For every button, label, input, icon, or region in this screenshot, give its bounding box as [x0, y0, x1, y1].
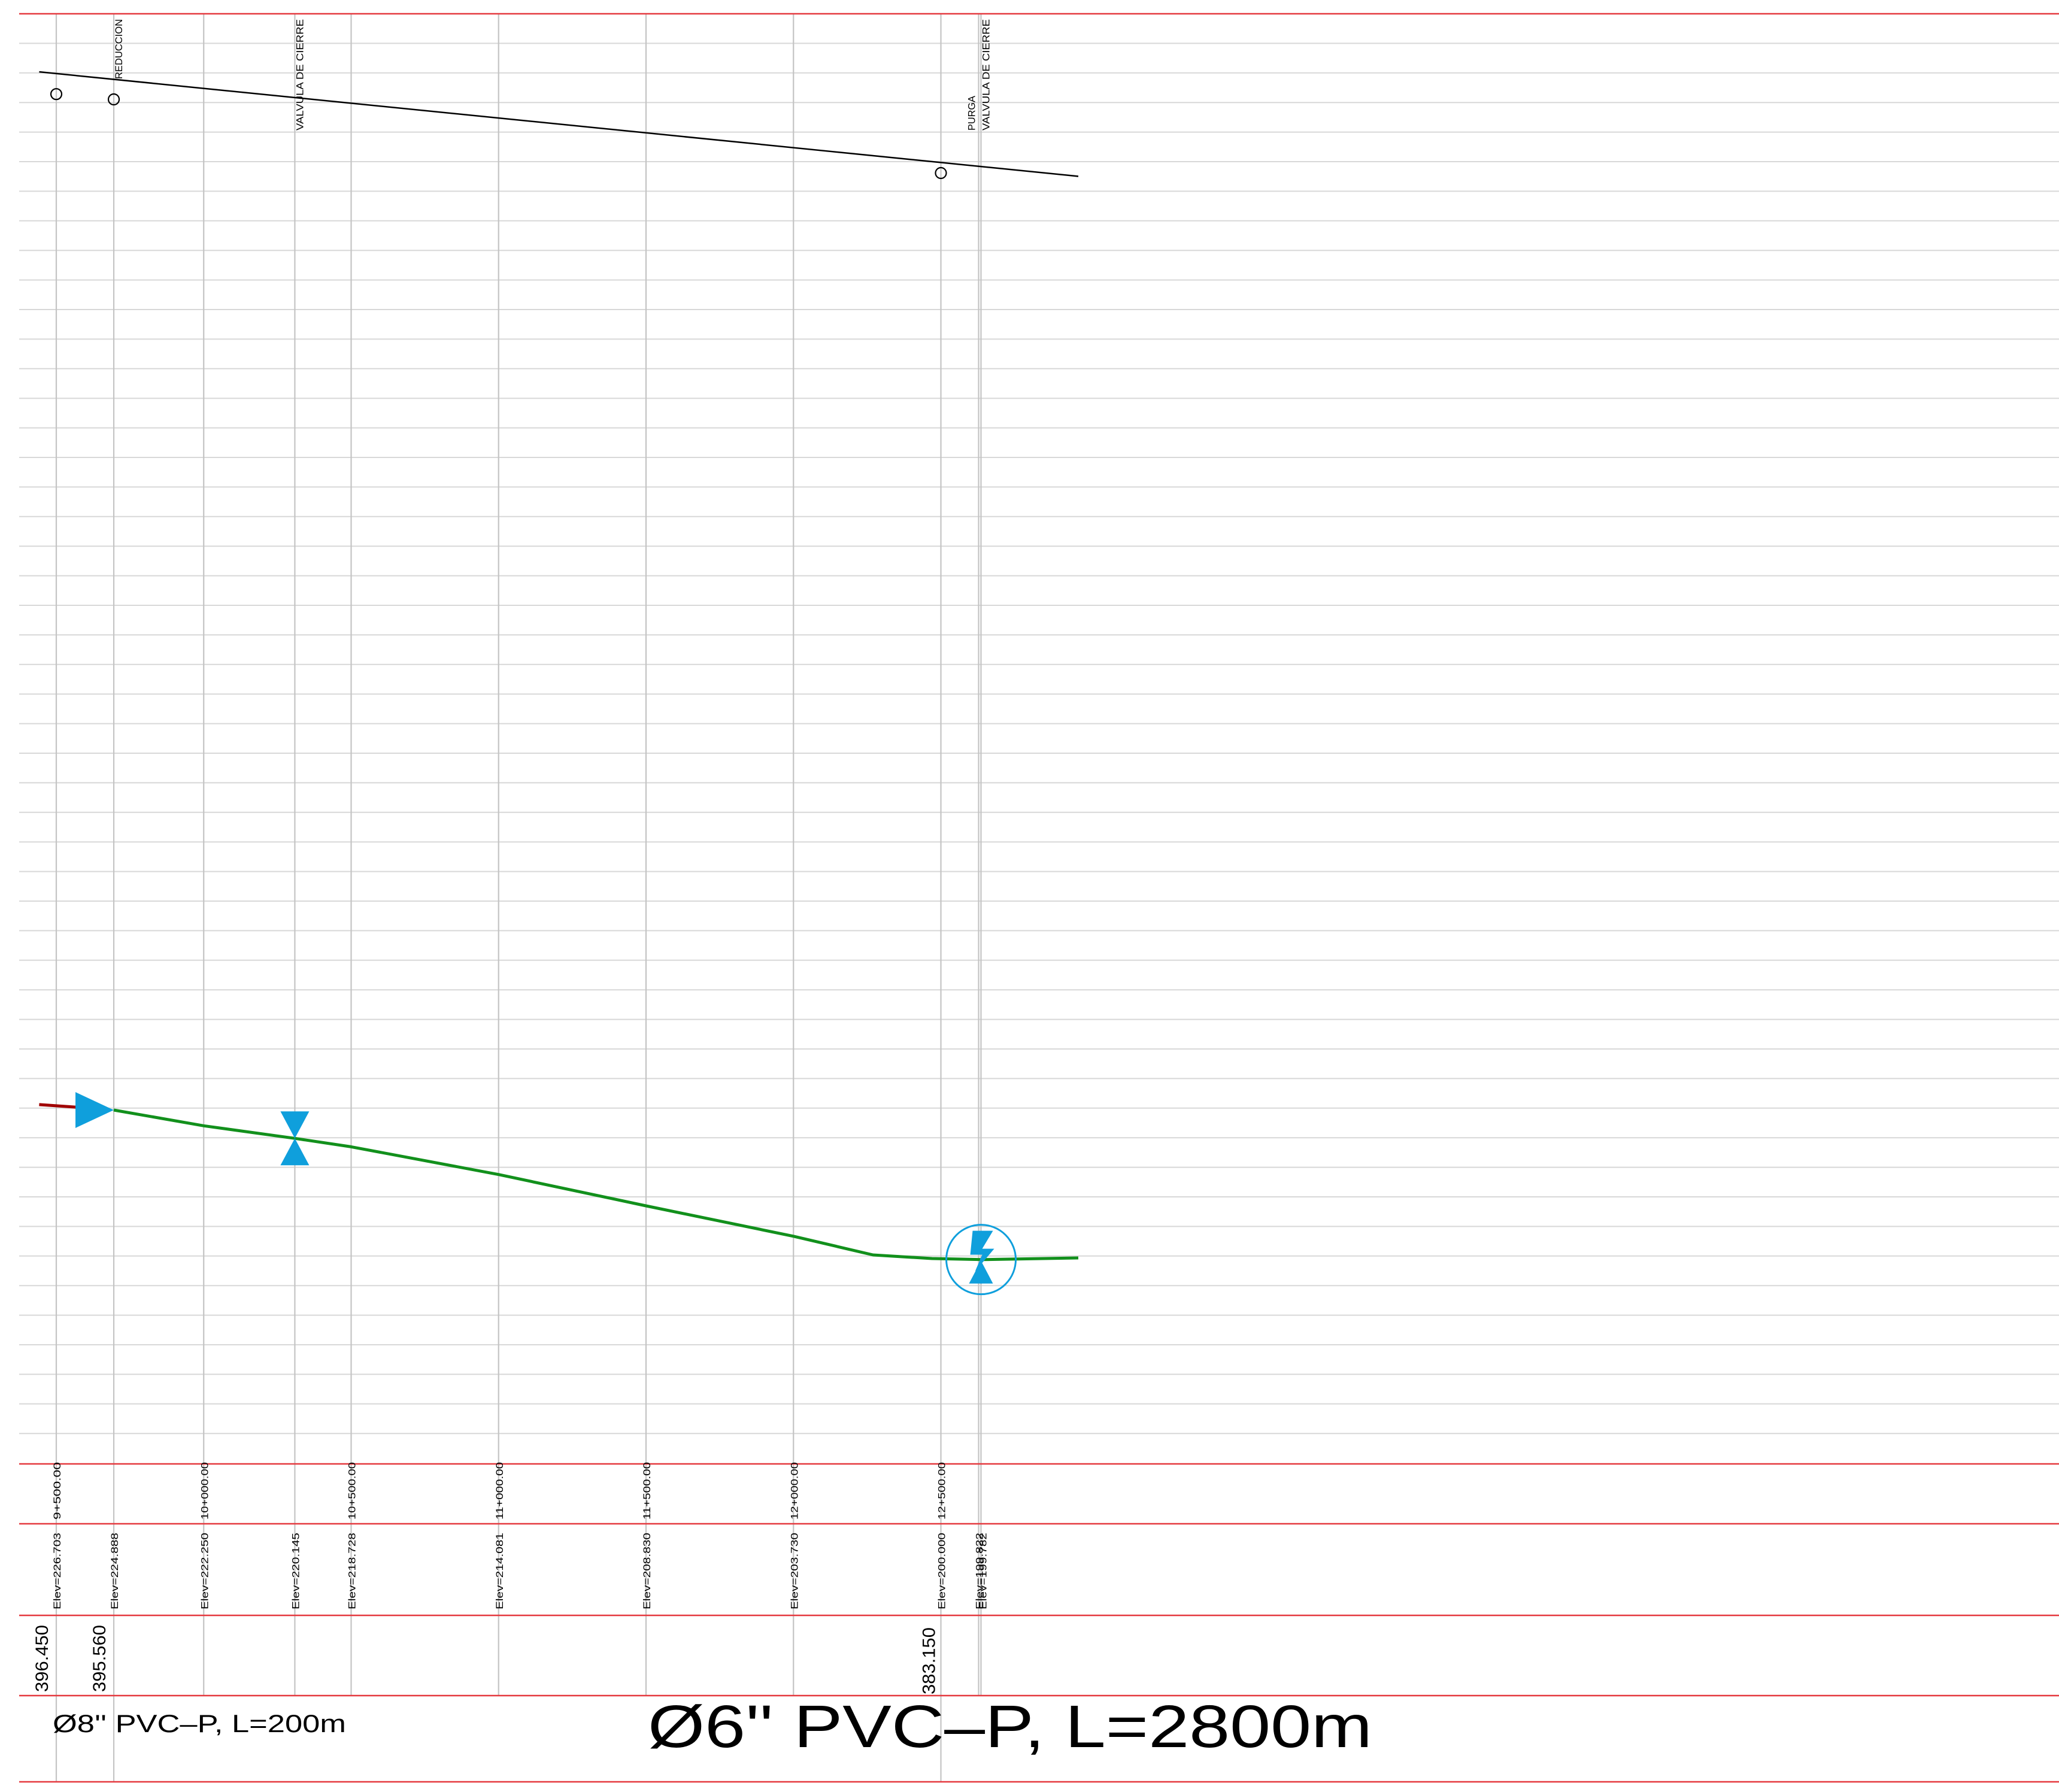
- horizontal-grid: [19, 43, 2059, 1435]
- drain-valve-circle: [945, 1224, 1017, 1296]
- pipe-elevation-row: Elev=226.703 Elev=224.888 Elev=222.250 Elev…: [51, 1533, 989, 1609]
- pipe-elevation-label: Elev=218.728: [347, 1533, 358, 1609]
- ground-elevation-label: 383.150: [920, 1627, 939, 1694]
- ground-elevation-row: 396.450 395.560 383.150: [32, 1625, 939, 1694]
- station-label: 10+500.00: [347, 1462, 358, 1520]
- pipe-elevation-label: Elev=226.703: [51, 1533, 63, 1609]
- ground-marker: [935, 166, 947, 180]
- flow-direction-arrow-icon: [75, 1092, 114, 1128]
- fitting-label: PURGA: [966, 95, 978, 131]
- station-label: 12+000.00: [789, 1462, 800, 1520]
- pipe-elevation-label: Elev=199.782: [978, 1533, 989, 1609]
- drain-valve-icon: [970, 1230, 994, 1272]
- ground-marker: [107, 93, 120, 106]
- fitting-label: REDUCCION: [113, 19, 125, 79]
- ground-line: [39, 71, 1079, 177]
- pipe-label-new: Ø6'' PVC–P, L=2800m: [648, 1693, 1372, 1760]
- gate-valve-icon: [280, 1111, 310, 1139]
- station-label: 11+000.00: [494, 1462, 505, 1520]
- pipe-elevation-label: Elev=220.145: [290, 1533, 301, 1609]
- table-frame-lines: [19, 13, 2059, 1783]
- pipe-elevation-label: Elev=222.250: [199, 1533, 210, 1609]
- ground-elevation-label: 395.560: [90, 1625, 110, 1692]
- pipe-elevation-label: Elev=203.730: [789, 1533, 800, 1609]
- station-label: 12+500.00: [936, 1462, 948, 1520]
- station-label: 10+000.00: [199, 1462, 210, 1520]
- pipe-new-line: [113, 1108, 1079, 1262]
- station-label: 9+500.00: [51, 1462, 63, 1520]
- fitting-label: VALVULA DE CIERRE: [294, 19, 305, 131]
- fitting-label: VALVULA DE CIERRE: [981, 19, 992, 131]
- pipe-elevation-label: Elev=224.888: [109, 1533, 120, 1609]
- pipe-elevation-label: Elev=208.830: [641, 1533, 653, 1609]
- ground-marker: [50, 88, 63, 101]
- fittings-layer: [75, 1092, 1017, 1296]
- pipe-elevation-label: Elev=214.081: [494, 1533, 505, 1609]
- stations-row: 9+500.00 10+000.00 10+500.00 11+000.00 11+50…: [51, 1462, 948, 1520]
- ground-profile: [39, 71, 1079, 180]
- station-label: 11+500.00: [641, 1462, 653, 1520]
- gate-valve-icon: [280, 1138, 310, 1166]
- pipe-elevation-label: Elev=199.822: [974, 1533, 985, 1609]
- ground-elevation-label: 396.450: [32, 1625, 52, 1692]
- fitting-labels: REDUCCION VALVULA DE CIERRE PURGA VALVULA D…: [113, 19, 992, 131]
- pipe-label-existing: Ø8'' PVC–P, L=200m: [53, 1709, 346, 1738]
- vertical-station-grid: [55, 14, 982, 1782]
- pipe-elevation-label: Elev=200.000: [936, 1533, 948, 1609]
